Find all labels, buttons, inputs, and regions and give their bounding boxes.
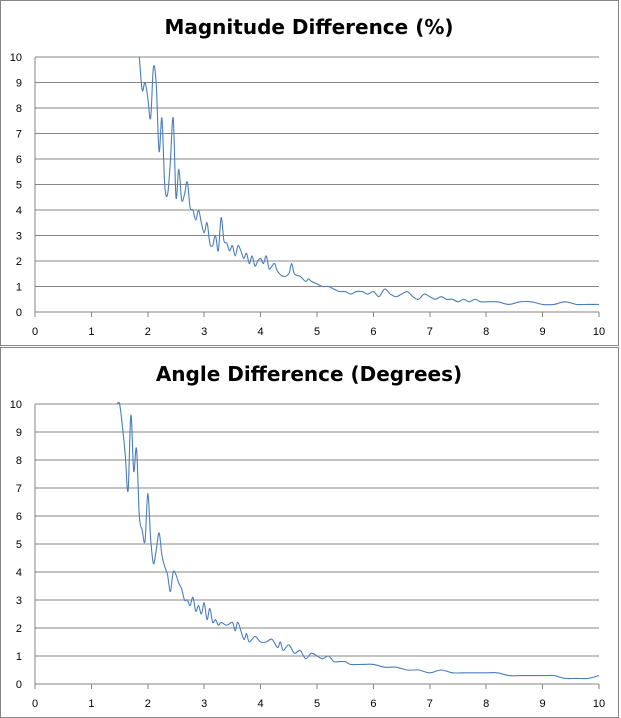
x-tick-label: 7	[427, 698, 433, 710]
x-tick-label: 8	[483, 326, 489, 338]
y-tick-label: 1	[16, 651, 22, 663]
y-tick-label: 9	[16, 78, 22, 90]
y-tick-label: 0	[16, 679, 22, 691]
x-tick-label: 1	[88, 698, 94, 710]
chart-title: Magnitude Difference (%)	[164, 15, 453, 39]
x-tick-label: 2	[145, 698, 151, 710]
y-tick-label: 2	[16, 623, 22, 635]
x-tick-label: 7	[427, 326, 433, 338]
y-tick-label: 2	[16, 256, 22, 268]
x-tick-label: 0	[32, 326, 38, 338]
angle-chart-canvas: Angle Difference (Degrees) 0 1 2 3 4 5 6 7 8 9 10 0…	[10, 362, 605, 710]
y-tick-label: 0	[16, 307, 22, 319]
y-tick-label: 8	[16, 455, 22, 467]
series-line	[138, 56, 599, 306]
y-tick-label: 6	[16, 511, 22, 523]
x-tick-label: 3	[201, 326, 207, 338]
y-tick-label: 5	[16, 180, 22, 192]
x-tick-label: 4	[258, 326, 264, 338]
x-tick-label: 6	[370, 698, 376, 710]
x-tick-label: 2	[145, 326, 151, 338]
x-tick-label: 5	[314, 326, 320, 338]
y-tick-label: 1	[16, 282, 22, 294]
x-tick-label: 8	[483, 698, 489, 710]
y-tick-label: 10	[10, 399, 22, 411]
y-tick-label: 10	[10, 52, 22, 64]
x-tick-label: 9	[540, 326, 546, 338]
y-tick-label: 9	[16, 427, 22, 439]
y-tick-label: 8	[16, 103, 22, 115]
y-tick-label: 6	[16, 154, 22, 166]
y-tick-label: 3	[16, 231, 22, 243]
y-tick-label: 5	[16, 539, 22, 551]
angle-chart: Angle Difference (Degrees) 0 1 2 3 4 5 6 7 8 9 10 0…	[0, 347, 619, 718]
y-tick-label: 7	[16, 129, 22, 141]
x-tick-label: 0	[32, 698, 38, 710]
y-tick-label: 7	[16, 483, 22, 495]
x-tick-label: 5	[314, 698, 320, 710]
x-tick-label: 9	[540, 698, 546, 710]
magnitude-chart-canvas: Magnitude Difference (%) 0 1 2 3 4 5 6 7 8 9 10 0 1 2…	[10, 15, 605, 338]
x-tick-label: 1	[88, 326, 94, 338]
y-tick-label: 4	[16, 567, 22, 579]
x-tick-label: 3	[201, 698, 207, 710]
y-tick-label: 4	[16, 205, 22, 217]
y-tick-label: 3	[16, 595, 22, 607]
chart-title: Angle Difference (Degrees)	[156, 362, 462, 386]
x-tick-label: 10	[593, 326, 605, 338]
x-tick-label: 10	[593, 698, 605, 710]
magnitude-chart: Magnitude Difference (%) 0 1 2 3 4 5 6 7 8 9 10 0 1 2…	[0, 0, 619, 346]
x-tick-label: 4	[258, 698, 264, 710]
x-tick-label: 6	[370, 326, 376, 338]
series-line	[116, 401, 600, 680]
